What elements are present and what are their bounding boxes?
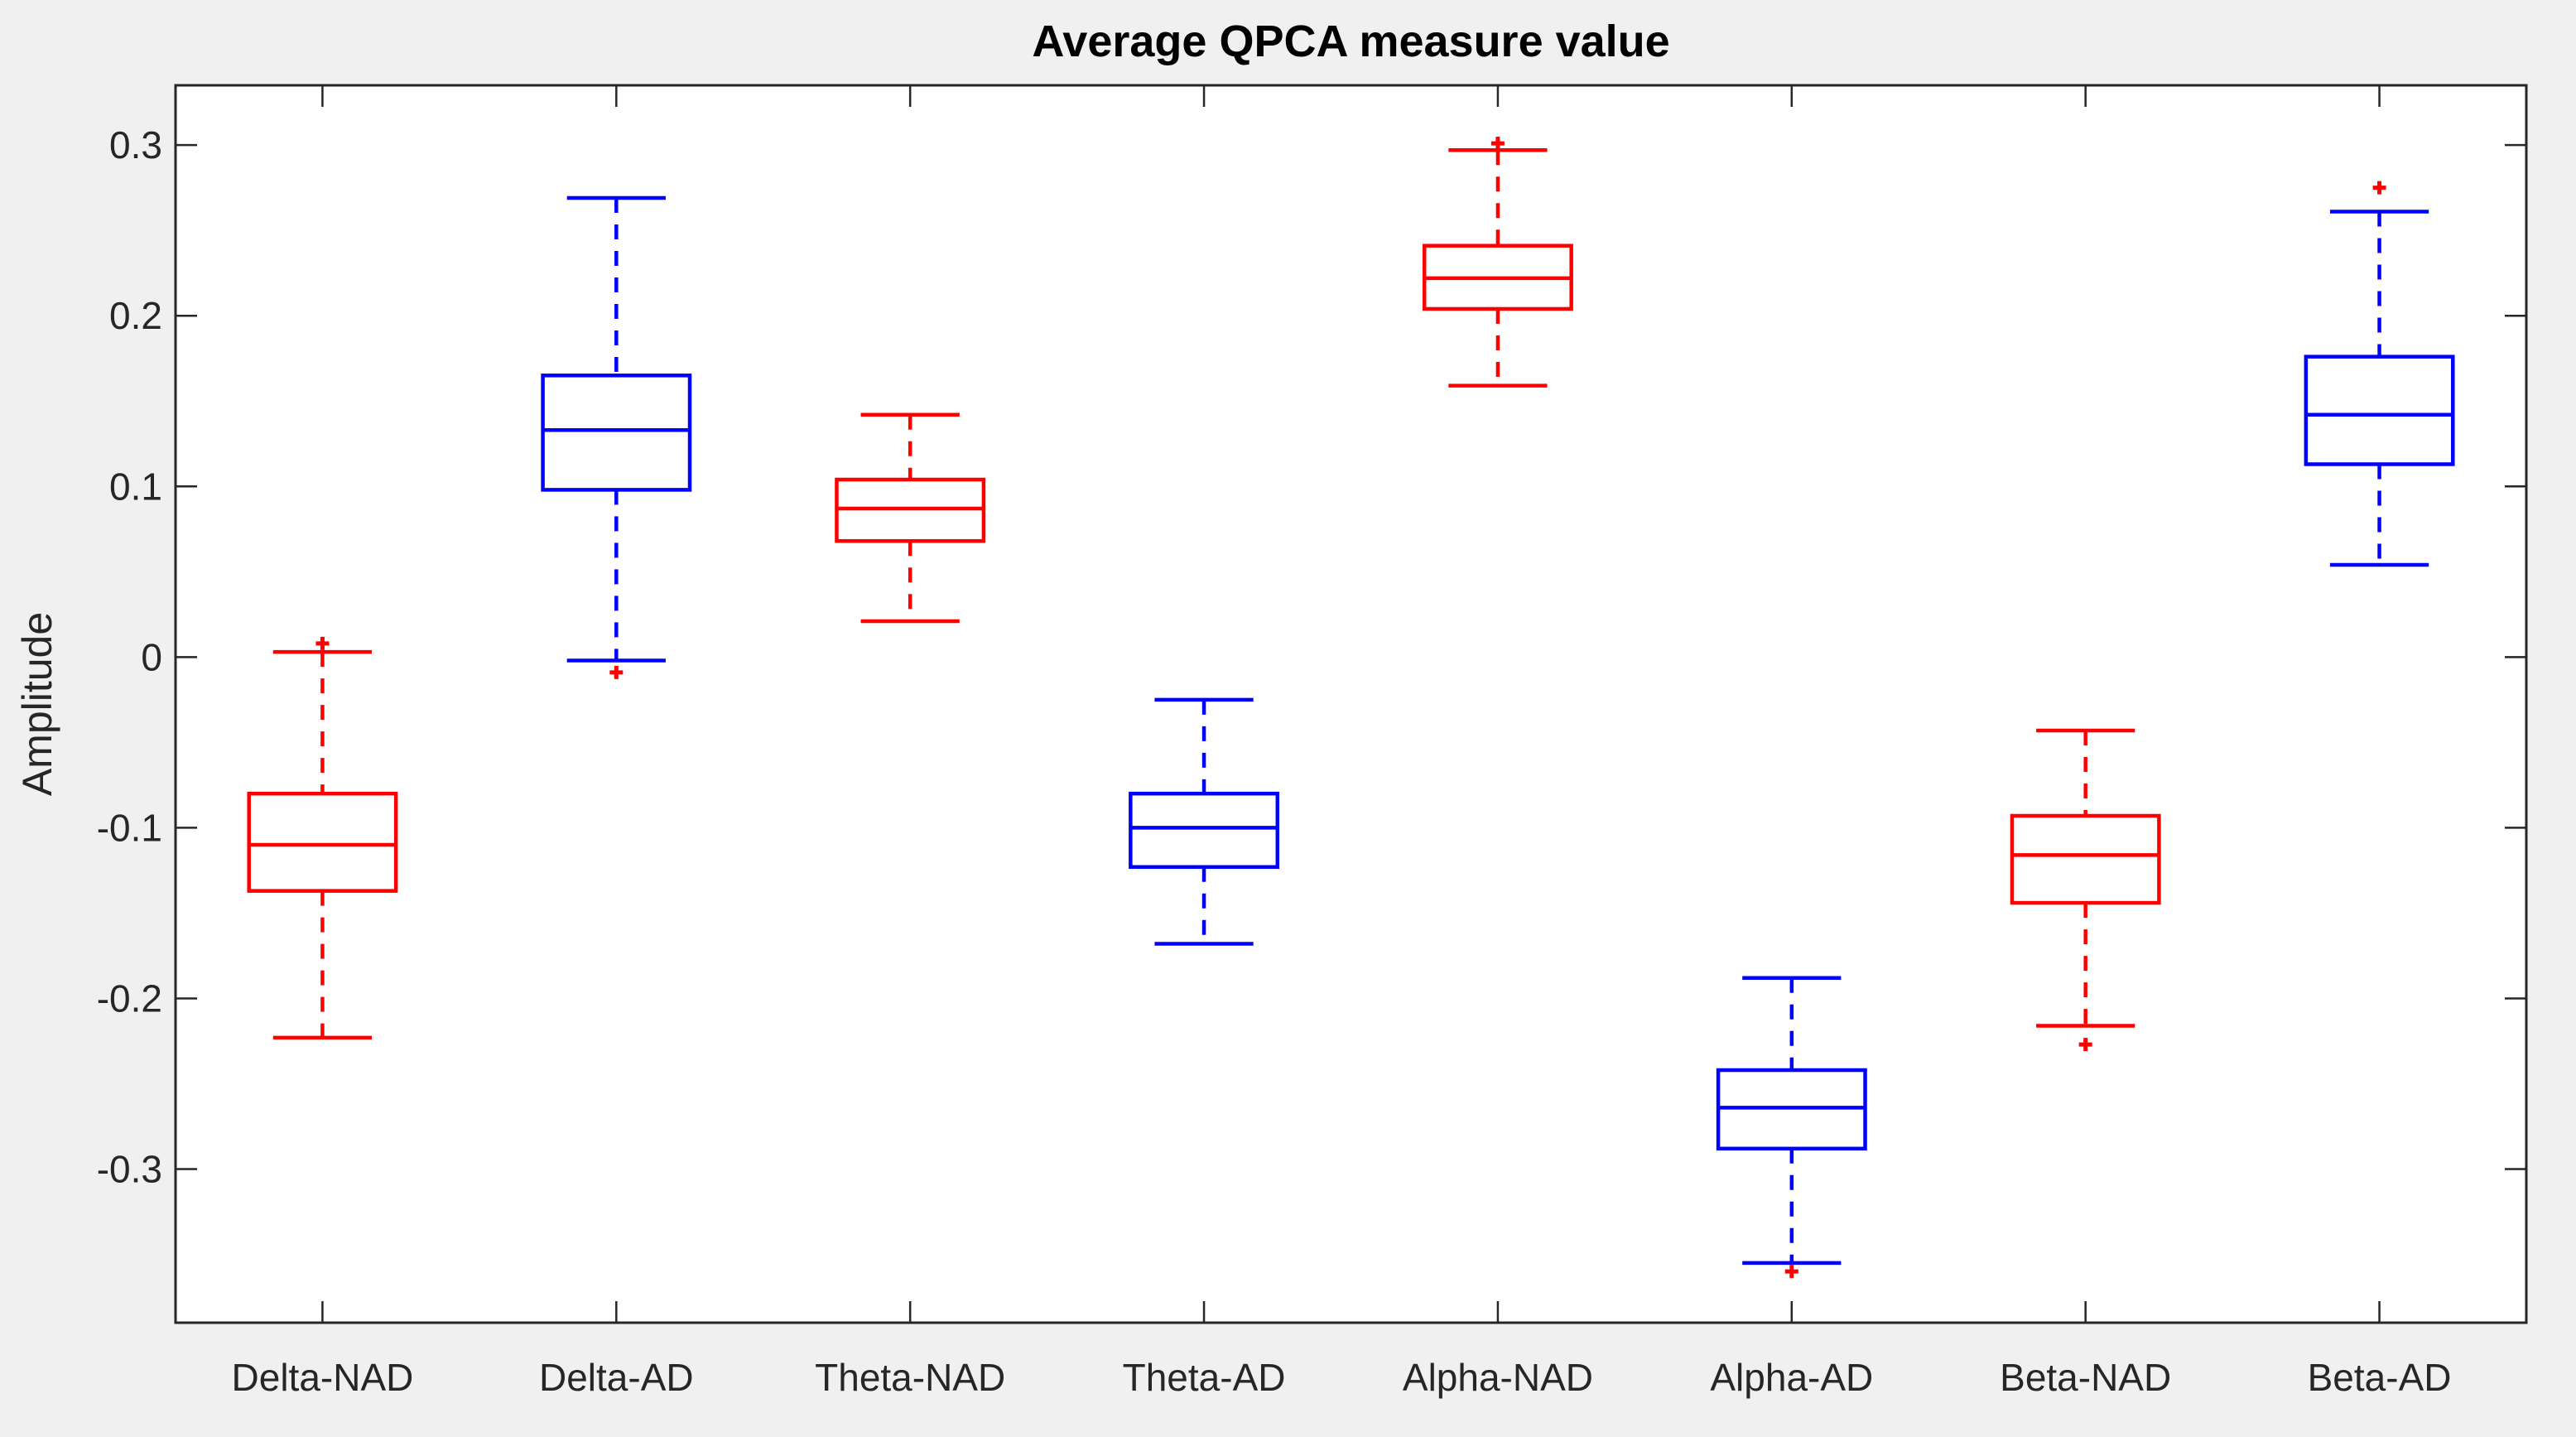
y-tick-label: -0.2 bbox=[97, 976, 162, 1020]
box-group-beta-ad bbox=[2304, 181, 2455, 567]
x-tick-label: Theta-NAD bbox=[815, 1356, 1005, 1399]
outlier-marker bbox=[315, 636, 330, 650]
x-tick-label: Alpha-NAD bbox=[1403, 1356, 1593, 1399]
box-iqr bbox=[247, 791, 398, 893]
y-tick-label: 0.3 bbox=[109, 123, 162, 166]
box-group-beta-nad bbox=[2010, 728, 2161, 1052]
x-tick-label: Beta-AD bbox=[2308, 1356, 2452, 1399]
y-tick-label: -0.1 bbox=[97, 806, 162, 849]
box-group-delta-nad bbox=[247, 636, 398, 1040]
y-tick-label: 0.2 bbox=[109, 294, 162, 337]
box-iqr bbox=[2010, 813, 2161, 905]
y-axis-label: Amplitude bbox=[14, 612, 60, 796]
x-tick-label: Delta-AD bbox=[539, 1356, 694, 1399]
box-group-delta-ad bbox=[541, 195, 692, 679]
plot-area bbox=[176, 85, 2526, 1323]
axes: -0.3 -0.2 -0.1 0 0.1 0.2 0.3 Delta-NAD Delta-AD T… bbox=[97, 84, 2528, 1399]
box-iqr bbox=[1129, 791, 1280, 870]
x-tick-label: Alpha-AD bbox=[1710, 1356, 1873, 1399]
box-marks bbox=[247, 137, 2455, 1279]
outlier-marker bbox=[2372, 181, 2386, 195]
box-iqr bbox=[2304, 354, 2455, 466]
box-iqr bbox=[541, 374, 692, 492]
box-group-theta-nad bbox=[835, 412, 986, 624]
outlier-marker bbox=[609, 665, 624, 679]
y-tick-label: -0.3 bbox=[97, 1148, 162, 1191]
outlier-marker bbox=[1490, 137, 1505, 151]
x-tick-label: Beta-NAD bbox=[2000, 1356, 2171, 1399]
box-group-alpha-nad bbox=[1422, 137, 1573, 388]
box-group-theta-ad bbox=[1129, 697, 1280, 946]
x-tick-label: Delta-NAD bbox=[232, 1356, 414, 1399]
y-tick-label: 0 bbox=[141, 635, 162, 678]
y-tick-label: 0.1 bbox=[109, 465, 162, 508]
box-group-alpha-ad bbox=[1716, 976, 1867, 1279]
chart-title: Average QPCA measure value bbox=[1032, 17, 1669, 66]
x-tick-label: Theta-AD bbox=[1123, 1356, 1286, 1399]
outlier-marker bbox=[2078, 1038, 2092, 1052]
outlier-marker bbox=[1784, 1265, 1798, 1279]
axes-border bbox=[174, 84, 2528, 1324]
